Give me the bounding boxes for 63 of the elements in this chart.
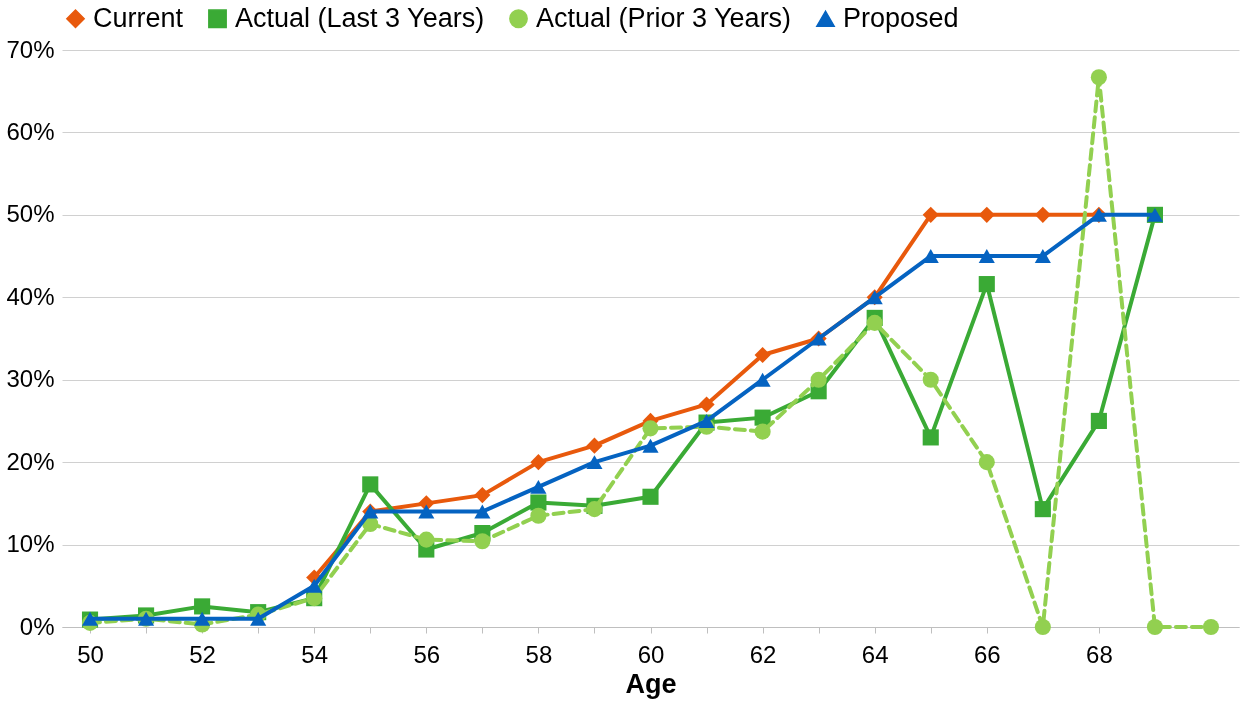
point <box>194 611 211 626</box>
point <box>586 455 603 470</box>
point <box>978 276 995 293</box>
point <box>418 531 435 548</box>
point <box>1034 206 1051 223</box>
point <box>1090 69 1107 86</box>
point <box>530 454 547 471</box>
point <box>810 371 827 388</box>
y-tick-label: 0% <box>19 612 55 640</box>
point <box>978 454 995 471</box>
point <box>1090 412 1107 429</box>
x-tick-label: 56 <box>413 640 441 668</box>
point <box>306 578 323 593</box>
legend-label: Current <box>93 2 184 33</box>
point <box>754 372 771 387</box>
point <box>978 206 995 223</box>
point <box>922 429 939 446</box>
x-tick-label: 64 <box>861 640 889 668</box>
y-tick-label: 20% <box>6 447 55 475</box>
point <box>1202 618 1220 636</box>
point <box>642 488 659 505</box>
point <box>754 423 771 440</box>
y-tick-label: 50% <box>6 200 55 228</box>
legend-label: Proposed <box>843 2 959 33</box>
y-tick-label: 60% <box>6 117 55 145</box>
y-tick-label: 70% <box>6 35 55 63</box>
x-tick-label: 62 <box>749 640 777 668</box>
point <box>1034 249 1051 264</box>
point <box>250 611 267 626</box>
point <box>530 507 547 524</box>
point <box>474 487 491 504</box>
point <box>1146 618 1163 636</box>
point <box>642 438 659 453</box>
x-tick-label: 68 <box>1086 640 1113 668</box>
point <box>698 396 715 413</box>
point <box>474 533 491 550</box>
y-tick-label: 10% <box>6 530 55 558</box>
x-tick-label: 50 <box>77 640 104 668</box>
point <box>642 420 659 437</box>
point <box>586 501 603 518</box>
point <box>866 314 883 331</box>
point <box>754 346 771 364</box>
x-axis-title: Age <box>625 668 677 699</box>
x-tick-label: 66 <box>973 640 1001 668</box>
y-tick-label: 30% <box>6 365 55 393</box>
point <box>474 504 491 519</box>
x-tick-label: 52 <box>189 640 216 668</box>
legend-label: Actual (Prior 3 Years) <box>536 2 792 33</box>
point <box>530 479 547 494</box>
point <box>922 206 939 223</box>
legend-label: Actual (Last 3 Years) <box>235 2 485 33</box>
x-tick-label: 58 <box>525 640 553 668</box>
point <box>978 249 995 264</box>
point <box>418 504 435 519</box>
x-tick-label: 54 <box>301 640 329 668</box>
y-tick-label: 40% <box>6 282 55 310</box>
point <box>922 371 939 388</box>
point <box>1034 501 1051 518</box>
point <box>194 598 211 615</box>
x-tick-label: 60 <box>637 640 665 668</box>
point <box>1034 618 1051 636</box>
point <box>586 437 603 454</box>
point <box>362 476 379 493</box>
